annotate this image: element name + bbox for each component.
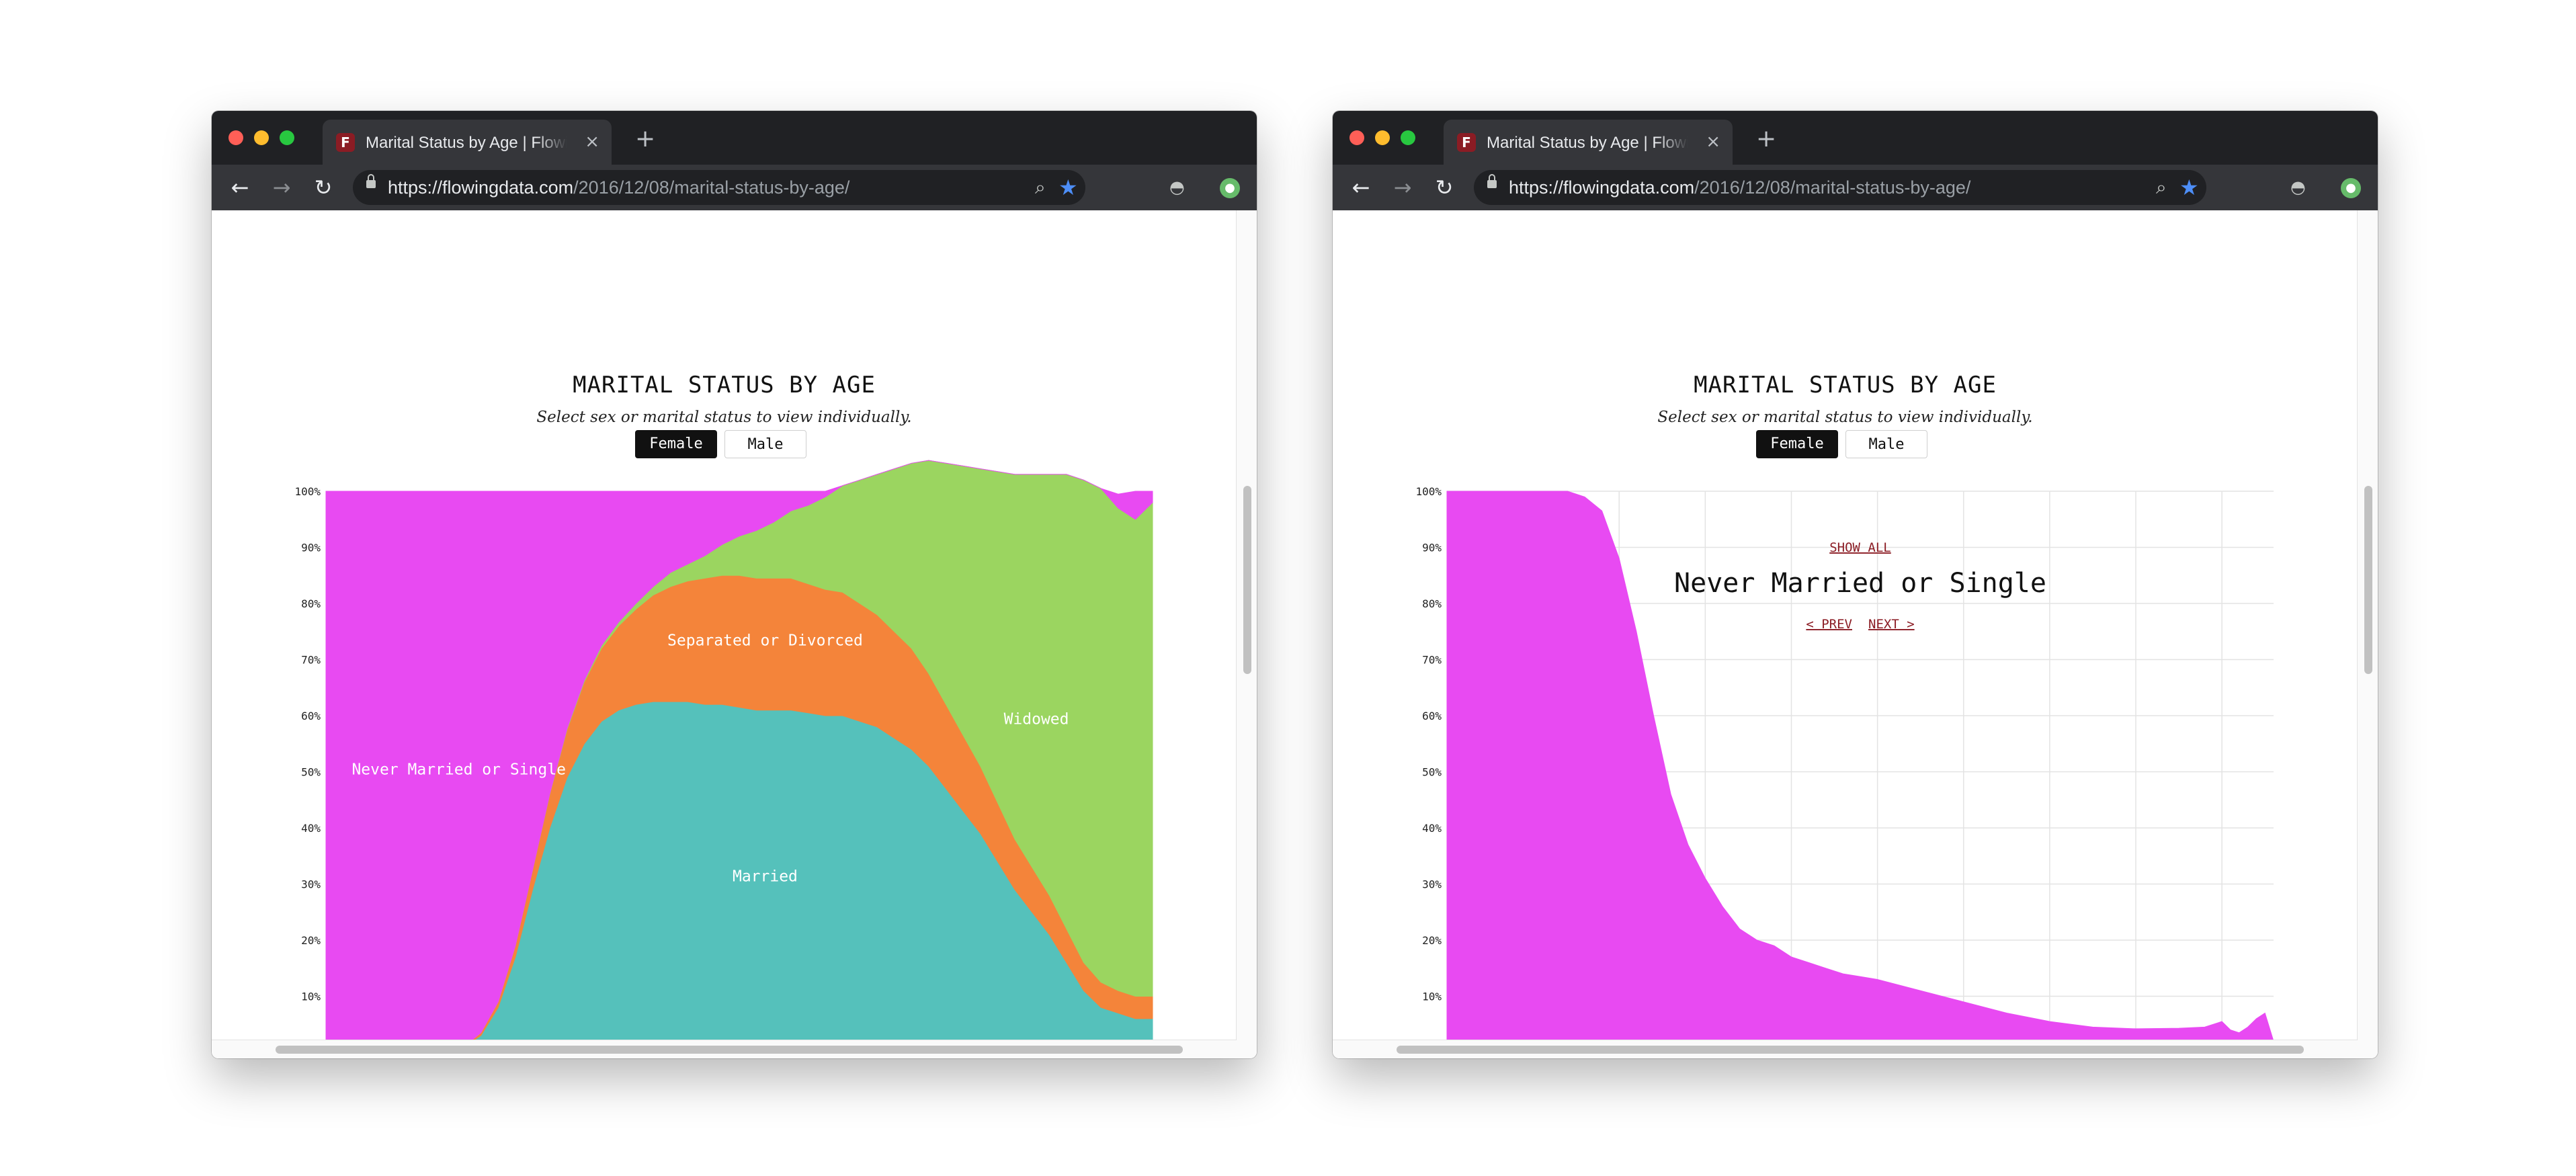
zoom-window-button[interactable] bbox=[1401, 130, 1415, 145]
close-tab-icon[interactable]: × bbox=[1706, 132, 1720, 152]
y-tick-label: 40% bbox=[1422, 822, 1442, 835]
star-icon[interactable]: ★ bbox=[2179, 175, 2199, 200]
profile-icon[interactable]: ● bbox=[2341, 178, 2361, 198]
forward-icon[interactable]: → bbox=[272, 175, 291, 200]
tab-title: Marital Status by Age | FlowingData bbox=[1487, 134, 1688, 152]
y-tick-label: 90% bbox=[1422, 542, 1442, 554]
area-never-married-or-single bbox=[1446, 491, 2274, 1053]
y-tick-label: 30% bbox=[301, 878, 321, 891]
y-tick-label: 80% bbox=[301, 597, 321, 610]
vertical-scrollbar[interactable] bbox=[2357, 210, 2378, 1058]
male-toggle-button[interactable]: Male bbox=[724, 430, 806, 458]
tab-bar: F Marital Status by Age | FlowingData × … bbox=[1333, 111, 2378, 165]
female-toggle-button[interactable]: Female bbox=[635, 430, 717, 458]
stacked-area-chart: 0%10%20%30%40%50%60%70%80%90%100%0102030… bbox=[294, 460, 1153, 1058]
forward-icon[interactable]: → bbox=[1393, 175, 1412, 200]
url-text[interactable]: https://flowingdata.com/2016/12/08/marit… bbox=[388, 177, 850, 198]
tab-bar: F Marital Status by Age | FlowingData × … bbox=[212, 111, 1257, 165]
reload-icon[interactable]: ↻ bbox=[314, 175, 333, 200]
y-tick-label: 40% bbox=[301, 822, 321, 835]
browser-toolbar: ← → ↻ https://flowingdata.com/2016/12/08… bbox=[212, 165, 1257, 210]
show-all-link[interactable]: SHOW ALL bbox=[1829, 540, 1891, 555]
address-bar[interactable]: https://flowingdata.com/2016/12/08/marit… bbox=[353, 170, 1085, 205]
horizontal-scroll-thumb[interactable] bbox=[1397, 1046, 2304, 1054]
series-label-married: Married bbox=[733, 868, 798, 885]
y-tick-label: 50% bbox=[301, 766, 321, 779]
browser-tab[interactable]: F Marital Status by Age | FlowingData × bbox=[323, 120, 612, 165]
y-tick-label: 10% bbox=[301, 991, 321, 1003]
star-icon[interactable]: ★ bbox=[1058, 175, 1078, 200]
back-icon[interactable]: ← bbox=[1352, 175, 1370, 200]
y-tick-label: 20% bbox=[301, 934, 321, 947]
y-tick-label: 60% bbox=[301, 710, 321, 722]
y-tick-label: 20% bbox=[1422, 934, 1442, 947]
series-label-widowed: Widowed bbox=[1004, 711, 1069, 728]
browser-toolbar: ← → ↻ https://flowingdata.com/2016/12/08… bbox=[1333, 165, 2378, 210]
page-subtitle: Select sex or marital status to view ind… bbox=[1657, 409, 2033, 426]
y-tick-label: 50% bbox=[1422, 766, 1442, 779]
page-content: MARITAL STATUS BY AGE Select sex or mari… bbox=[212, 210, 1237, 1058]
area-never-married-or-single bbox=[325, 460, 1153, 1053]
lock-icon bbox=[366, 174, 376, 188]
prev-link[interactable]: < PREV bbox=[1806, 617, 1852, 632]
y-tick-label: 100% bbox=[1415, 485, 1442, 498]
tab-title: Marital Status by Age | FlowingData bbox=[366, 134, 567, 152]
vertical-scroll-thumb[interactable] bbox=[2364, 486, 2372, 674]
address-bar[interactable]: https://flowingdata.com/2016/12/08/marit… bbox=[1474, 170, 2206, 205]
y-tick-label: 70% bbox=[1422, 654, 1442, 667]
search-icon[interactable]: ⌕ bbox=[2156, 176, 2167, 198]
lock-icon bbox=[1487, 174, 1497, 188]
new-tab-icon[interactable]: + bbox=[635, 125, 656, 153]
male-toggle-button[interactable]: Male bbox=[1845, 430, 1927, 458]
reload-icon[interactable]: ↻ bbox=[1435, 175, 1454, 200]
browser-window-left: F Marital Status by Age | FlowingData × … bbox=[212, 111, 1257, 1058]
back-icon[interactable]: ← bbox=[231, 175, 249, 200]
vertical-scroll-thumb[interactable] bbox=[1243, 486, 1251, 674]
minimize-window-button[interactable] bbox=[1375, 130, 1390, 145]
y-tick-label: 10% bbox=[1422, 991, 1442, 1003]
incognito-icon[interactable]: ◓ bbox=[2290, 177, 2306, 198]
browser-window-right: F Marital Status by Age | FlowingData × … bbox=[1333, 111, 2378, 1058]
female-toggle-button[interactable]: Female bbox=[1756, 430, 1838, 458]
search-icon[interactable]: ⌕ bbox=[1035, 176, 1046, 198]
y-tick-label: 100% bbox=[294, 485, 321, 498]
horizontal-scrollbar[interactable] bbox=[212, 1040, 1237, 1058]
page-title: MARITAL STATUS BY AGE bbox=[573, 372, 876, 398]
next-link[interactable]: NEXT > bbox=[1868, 617, 1915, 632]
incognito-icon[interactable]: ◓ bbox=[1169, 177, 1185, 198]
y-tick-label: 30% bbox=[1422, 878, 1442, 891]
page-title: MARITAL STATUS BY AGE bbox=[1694, 372, 1997, 398]
vertical-scrollbar[interactable] bbox=[1236, 210, 1257, 1058]
flowingdata-favicon-icon: F bbox=[1457, 133, 1476, 152]
profile-icon[interactable]: ● bbox=[1220, 178, 1240, 198]
series-label-never-married-or-single: Never Married or Single bbox=[351, 761, 566, 779]
focus-category-title: Never Married or Single bbox=[1674, 568, 2046, 599]
horizontal-scroll-thumb[interactable] bbox=[276, 1046, 1183, 1054]
url-text[interactable]: https://flowingdata.com/2016/12/08/marit… bbox=[1509, 177, 1971, 198]
series-label-separated-or-divorced: Separated or Divorced bbox=[667, 632, 863, 650]
y-tick-label: 60% bbox=[1422, 710, 1442, 722]
close-window-button[interactable] bbox=[1349, 130, 1364, 145]
single-area-chart: 0%10%20%30%40%50%60%70%80%90%100%0102030… bbox=[1415, 485, 2274, 1058]
y-tick-label: 70% bbox=[301, 654, 321, 667]
page-content: MARITAL STATUS BY AGE Select sex or mari… bbox=[1333, 210, 2358, 1058]
page-subtitle: Select sex or marital status to view ind… bbox=[536, 409, 912, 426]
close-tab-icon[interactable]: × bbox=[585, 132, 599, 152]
minimize-window-button[interactable] bbox=[254, 130, 269, 145]
y-tick-label: 80% bbox=[1422, 597, 1442, 610]
horizontal-scrollbar[interactable] bbox=[1333, 1040, 2358, 1058]
zoom-window-button[interactable] bbox=[280, 130, 294, 145]
browser-tab[interactable]: F Marital Status by Age | FlowingData × bbox=[1444, 120, 1733, 165]
flowingdata-favicon-icon: F bbox=[336, 133, 355, 152]
close-window-button[interactable] bbox=[228, 130, 243, 145]
new-tab-icon[interactable]: + bbox=[1756, 125, 1777, 153]
y-tick-label: 90% bbox=[301, 542, 321, 554]
